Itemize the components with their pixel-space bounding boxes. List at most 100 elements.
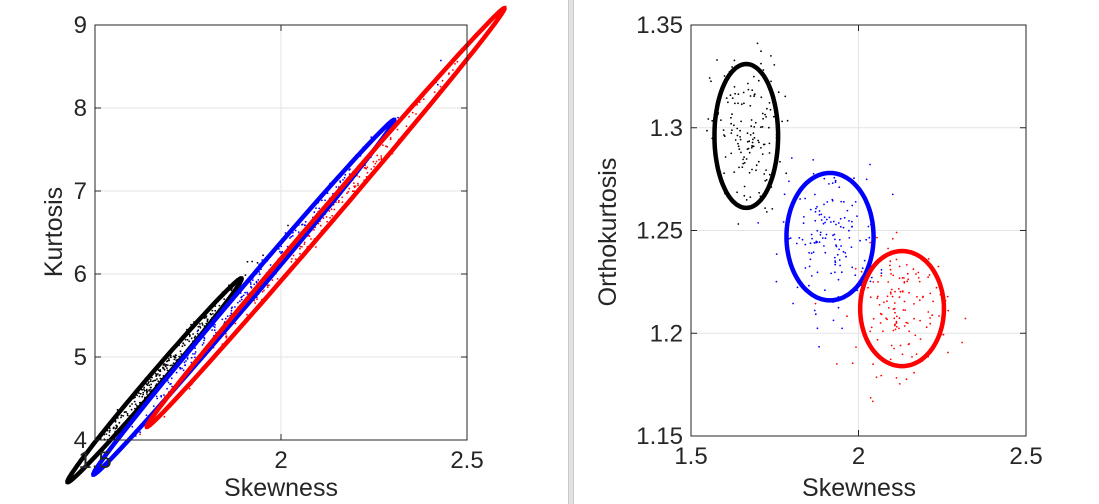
data-point (818, 213, 821, 216)
data-point (139, 392, 142, 395)
data-point (141, 388, 144, 391)
data-point (828, 183, 830, 185)
data-point (319, 224, 322, 227)
data-point (859, 239, 861, 242)
data-point (908, 291, 910, 294)
data-point (918, 299, 921, 302)
data-point (212, 313, 214, 315)
x-tick-label: 1.5 (78, 447, 111, 474)
data-point (194, 353, 196, 355)
data-point (385, 145, 387, 148)
data-point (347, 190, 350, 193)
data-point (324, 199, 326, 202)
data-point (342, 179, 344, 181)
data-point (769, 108, 772, 111)
data-point (162, 367, 165, 370)
data-point (136, 394, 139, 397)
data-point (898, 327, 900, 330)
data-point (916, 295, 918, 298)
data-point (190, 356, 193, 359)
data-point (961, 341, 963, 344)
data-point (234, 322, 237, 325)
data-point (201, 324, 204, 326)
data-point (185, 360, 187, 362)
data-point (256, 298, 258, 301)
data-point (833, 233, 836, 236)
data-point (743, 194, 746, 197)
data-point (801, 238, 804, 241)
data-point (743, 185, 746, 188)
data-point (150, 386, 152, 389)
data-point (927, 276, 929, 278)
data-point (938, 315, 940, 317)
data-point (901, 277, 904, 279)
data-point (748, 151, 751, 154)
data-point (860, 270, 863, 273)
data-point (321, 199, 323, 202)
data-point (733, 86, 736, 88)
data-point (333, 208, 336, 211)
data-point (249, 281, 252, 284)
data-point (287, 224, 289, 227)
data-point (353, 186, 356, 189)
chart-panel-orthokurtosis: 1.5 2 2.5 1.15 1.2 1.25 1.3 1.35 Skewness Ortho… (594, 12, 1043, 502)
data-point (808, 251, 810, 254)
data-point (895, 315, 898, 318)
data-point (763, 173, 766, 175)
data-point (905, 321, 908, 324)
data-point (734, 102, 736, 105)
data-point (751, 141, 754, 144)
data-point (834, 179, 837, 182)
confidence-ellipse-1 (90, 117, 397, 477)
data-point (194, 335, 197, 338)
data-point (263, 289, 265, 292)
data-point (898, 277, 901, 279)
data-point (799, 198, 801, 200)
data-point (854, 274, 857, 277)
data-point (869, 163, 871, 166)
data-point (737, 93, 740, 95)
data-point (903, 325, 906, 327)
data-point (251, 260, 254, 263)
data-point (725, 97, 728, 99)
y-tick-label: 8 (74, 95, 87, 122)
data-point (290, 260, 293, 263)
data-point (213, 329, 216, 332)
data-point (825, 233, 828, 236)
data-point (789, 237, 792, 240)
data-point (890, 344, 893, 347)
data-point (928, 274, 931, 276)
data-point (299, 245, 302, 248)
data-point (716, 59, 718, 61)
data-point (173, 358, 176, 361)
data-point (129, 405, 131, 408)
data-point (947, 351, 949, 354)
data-point (122, 415, 125, 417)
data-point (903, 277, 905, 279)
data-point (757, 222, 760, 224)
data-point (758, 191, 760, 194)
data-point (823, 177, 826, 180)
data-point (120, 414, 123, 417)
data-point (269, 264, 272, 266)
data-point (865, 178, 868, 181)
y-tick-label: 9 (74, 12, 87, 39)
data-point (242, 294, 245, 297)
data-point (820, 219, 823, 221)
data-point (893, 302, 896, 304)
data-point (358, 176, 361, 178)
data-point (276, 278, 279, 280)
data-point (214, 323, 216, 326)
data-point (752, 132, 755, 135)
data-point (839, 225, 842, 228)
data-point (842, 250, 845, 253)
data-point (804, 267, 807, 269)
data-point (454, 63, 456, 65)
y-axis-label: Orthokurtosis (594, 158, 622, 307)
data-point (894, 328, 897, 331)
data-point (241, 295, 243, 298)
data-point (351, 190, 354, 193)
data-point (840, 271, 843, 274)
data-point (906, 322, 909, 324)
data-point (802, 222, 805, 225)
